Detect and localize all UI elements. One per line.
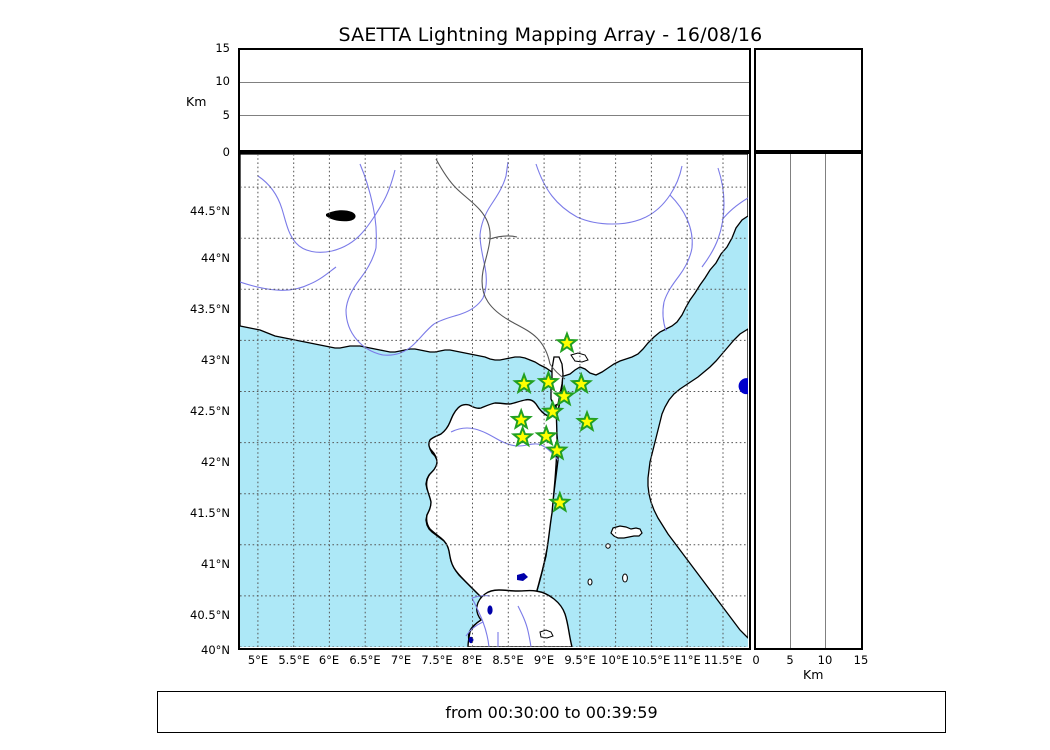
tick-lon-7: 7°E — [390, 653, 412, 667]
gridline-5km — [240, 114, 749, 116]
figure-title: SAETTA Lightning Mapping Array - 16/08/1… — [338, 24, 763, 46]
rivers-layer — [240, 161, 748, 647]
tick-lon-7p5: 7.5°E — [421, 653, 453, 667]
time-range-text: from 00:30:00 to 00:39:59 — [445, 702, 658, 722]
tick-lon-6p5: 6.5°E — [349, 653, 381, 667]
tick-lat-41p5: 41.5°N — [190, 506, 230, 520]
tick-lat-42: 42°N — [201, 455, 230, 469]
tick-top-y-15: 15 — [215, 41, 230, 55]
panel-altitude-histogram — [754, 48, 863, 152]
tick-lat-44p5: 44.5°N — [190, 204, 230, 218]
map-graphics — [240, 154, 748, 647]
map-interior — [240, 154, 748, 647]
coastline-mainland-europe — [240, 154, 748, 377]
axis-label-right-km: Km — [803, 667, 824, 682]
tick-lon-8: 8°E — [461, 653, 483, 667]
tick-lat-44: 44°N — [201, 251, 230, 265]
tick-lon-5p5: 5.5°E — [278, 653, 310, 667]
map-gridlines — [240, 154, 748, 647]
lake-omodeo — [487, 605, 493, 615]
tick-lon-10: 10°E — [601, 653, 629, 667]
tick-lon-9: 9°E — [533, 653, 555, 667]
tick-lon-9p5: 9.5°E — [564, 653, 596, 667]
lake-italy — [517, 573, 528, 581]
lake-geneva — [326, 210, 356, 222]
marker-layer[interactable] — [509, 330, 748, 513]
vhf-source-marker[interactable] — [738, 378, 748, 395]
tick-right-x-0: 0 — [752, 653, 760, 667]
tick-lat-42p5: 42.5°N — [190, 404, 230, 418]
tick-top-y-0: 0 — [222, 145, 230, 159]
lma-station-marker[interactable] — [510, 424, 535, 448]
panel-altitude-vs-longitude — [238, 48, 751, 152]
lma-station-marker[interactable] — [540, 399, 565, 422]
lma-station-marker[interactable] — [575, 409, 599, 432]
coastline-corsica-detail — [425, 357, 564, 622]
tick-lat-43: 43°N — [201, 353, 230, 367]
tick-lat-43p5: 43.5°N — [190, 302, 230, 316]
island-maddalena — [539, 629, 554, 639]
island-giglio — [570, 352, 589, 363]
tick-lon-8p5: 8.5°E — [492, 653, 524, 667]
tick-lon-5: 5°E — [247, 653, 269, 667]
tick-lon-6: 6°E — [318, 653, 340, 667]
lma-station-marker[interactable] — [534, 423, 558, 447]
tick-lat-40: 40°N — [201, 643, 230, 657]
panel-corsica-map[interactable] — [238, 152, 751, 650]
gridline-10km — [240, 81, 749, 83]
lma-station-marker[interactable] — [536, 369, 561, 393]
tick-lat-41: 41°N — [201, 557, 230, 571]
lma-station-marker[interactable] — [569, 371, 594, 395]
gridline-10km-vertical — [824, 154, 826, 648]
tick-lat-40p5: 40.5°N — [190, 608, 230, 622]
tick-lon-10p5: 10.5°E — [631, 653, 671, 667]
tick-top-y-5: 5 — [222, 108, 230, 122]
island-capraia — [587, 578, 593, 586]
lma-station-marker[interactable] — [545, 438, 569, 461]
axis-label-top-km: Km — [186, 94, 207, 109]
lma-station-marker[interactable] — [555, 330, 579, 354]
tick-right-x-10: 10 — [817, 653, 833, 667]
lma-station-marker[interactable] — [509, 407, 533, 430]
time-range-caption-box: from 00:30:00 to 00:39:59 — [157, 691, 946, 733]
tick-lon-11: 11°E — [673, 653, 701, 667]
lma-station-marker[interactable] — [512, 371, 536, 395]
tick-right-x-15: 15 — [853, 653, 869, 667]
tick-right-x-5: 5 — [786, 653, 794, 667]
lma-station-marker[interactable] — [552, 384, 576, 407]
panel-latitude-vs-altitude — [754, 152, 863, 650]
tick-lon-11p5: 11.5°E — [703, 653, 743, 667]
tick-top-y-10: 10 — [215, 74, 230, 88]
lma-station-marker[interactable] — [548, 490, 572, 513]
island-montecristo — [622, 573, 628, 583]
gridline-5km-vertical — [789, 154, 791, 648]
